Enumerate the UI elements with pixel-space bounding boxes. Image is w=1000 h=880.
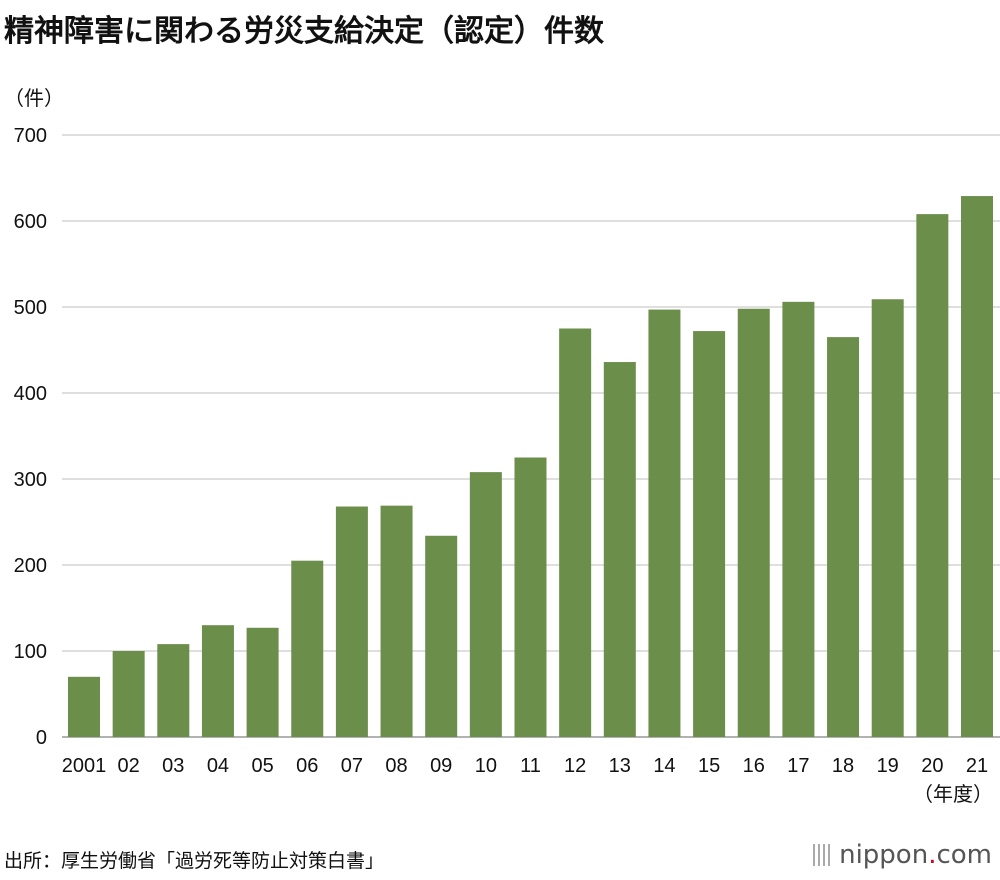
x-tick-label: 15 <box>698 755 720 777</box>
bar <box>559 328 592 737</box>
y-tick-label: 0 <box>36 727 47 749</box>
bar <box>157 644 190 737</box>
bar <box>916 214 949 737</box>
x-tick-label: 09 <box>430 755 452 777</box>
logo-bars-icon <box>813 844 834 866</box>
bar-chart: 0 100 200 300 400 500 600 700 2001 02 03 04 05 06 07 08… <box>14 125 1000 806</box>
bar <box>469 472 502 737</box>
x-tick-label: 02 <box>118 755 140 777</box>
y-tick-label: 300 <box>14 469 47 491</box>
x-tick-label: 16 <box>743 755 765 777</box>
y-tick-label: 500 <box>14 297 47 319</box>
x-tick-label: 08 <box>385 755 407 777</box>
bar <box>782 301 815 737</box>
x-tick-label: 13 <box>609 755 631 777</box>
x-tick-label: 14 <box>653 755 675 777</box>
bar <box>648 309 681 737</box>
x-tick-label: 06 <box>296 755 318 777</box>
x-tick-label: 17 <box>787 755 809 777</box>
chart-title: 精神障害に関わる労災支給決定（認定）件数 <box>4 14 604 49</box>
x-axis-unit-label: （年度） <box>913 782 993 806</box>
source-note: 出所：厚生労働省「過労死等防止対策白書」 <box>4 850 385 872</box>
bar <box>291 560 324 737</box>
y-tick-label: 400 <box>14 383 47 405</box>
bar <box>380 505 413 737</box>
x-tick-label: 11 <box>520 755 541 777</box>
y-axis-unit-label: （件） <box>4 86 64 110</box>
bar <box>693 331 726 737</box>
x-tick-label: 20 <box>921 755 943 777</box>
x-tick-label: 10 <box>475 755 497 777</box>
x-tick-label: 12 <box>564 755 586 777</box>
y-tick-label: 200 <box>14 555 47 577</box>
x-tick-label: 05 <box>251 755 273 777</box>
bar <box>68 676 100 737</box>
bar <box>335 506 368 737</box>
nippon-logo: nippon.com <box>813 840 992 870</box>
x-tick-label: 19 <box>877 755 899 777</box>
y-tick-label: 100 <box>14 641 47 663</box>
bar <box>201 625 234 737</box>
x-tick-label: 2001 <box>62 755 107 777</box>
y-tick-label: 600 <box>14 211 47 233</box>
x-tick-label: 04 <box>207 755 229 777</box>
y-tick-label: 700 <box>14 125 47 147</box>
x-tick-label: 07 <box>341 755 363 777</box>
bar <box>737 308 770 737</box>
bar <box>603 362 636 737</box>
bar <box>961 196 993 737</box>
bar <box>871 299 904 737</box>
bar <box>827 337 860 737</box>
bar <box>246 627 279 737</box>
bar <box>514 457 547 737</box>
x-tick-label: 03 <box>162 755 184 777</box>
bar <box>425 535 458 737</box>
x-tick-label: 21 <box>966 755 988 777</box>
bar <box>112 651 145 737</box>
x-tick-label: 18 <box>832 755 854 777</box>
